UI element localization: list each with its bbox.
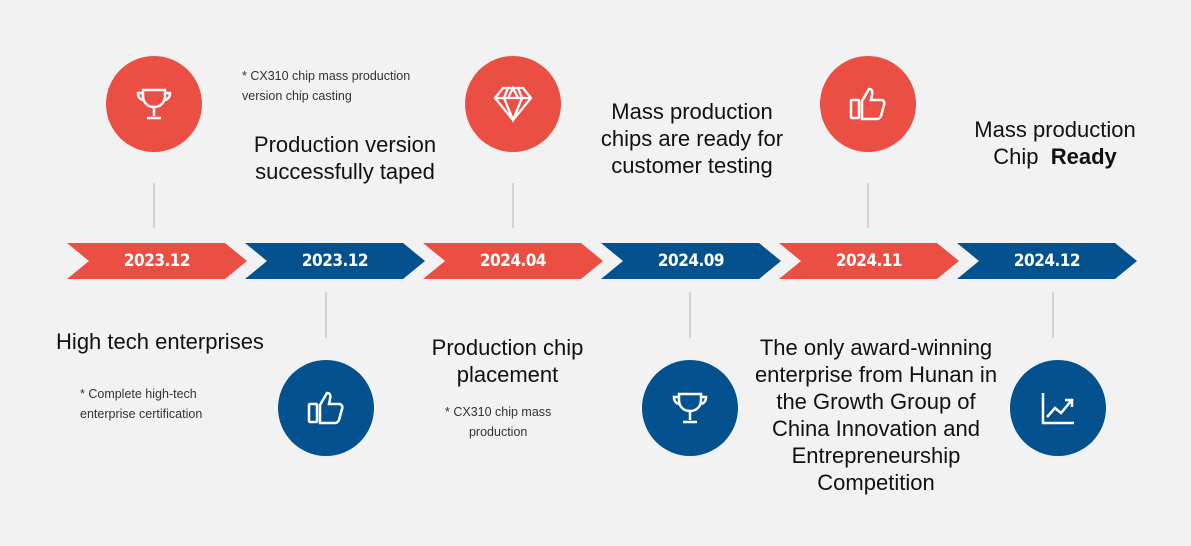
connector bbox=[325, 292, 327, 338]
timeline-date-4: 2024.09 bbox=[601, 243, 781, 279]
milestone-title: Production version successfully taped bbox=[253, 132, 437, 184]
milestone-note: * Complete high-tech enterprise certific… bbox=[80, 387, 203, 421]
timeline-date-6: 2024.12 bbox=[957, 243, 1137, 279]
trophy-icon bbox=[642, 360, 738, 456]
connector bbox=[153, 183, 155, 228]
connector bbox=[867, 183, 869, 228]
connector bbox=[689, 292, 691, 338]
connector bbox=[512, 183, 514, 228]
thumbs-up-icon bbox=[820, 56, 916, 152]
title-bold: Ready bbox=[1050, 144, 1117, 169]
timeline-date-5: 2024.11 bbox=[779, 243, 959, 279]
milestone-title: The only award-winning enterprise from H… bbox=[754, 335, 998, 495]
trophy-icon bbox=[106, 56, 202, 152]
milestone-title: Mass production Chip Ready bbox=[960, 116, 1150, 170]
timeline-date-1: 2023.12 bbox=[67, 243, 247, 279]
timeline-date-2: 2023.12 bbox=[245, 243, 425, 279]
chart-up-icon bbox=[1010, 360, 1106, 456]
milestone-note: * CX310 chip mass production version chi… bbox=[242, 69, 411, 103]
milestone-title: Mass production chips are ready for cust… bbox=[600, 99, 784, 178]
milestone-note: * CX310 chip mass production bbox=[445, 405, 552, 439]
timeline-date-3: 2024.04 bbox=[423, 243, 603, 279]
diamond-icon bbox=[465, 56, 561, 152]
milestone-title: Production chip placement bbox=[431, 335, 584, 387]
title-text: Mass production Chip bbox=[974, 117, 1136, 169]
milestone-title: High tech enterprises bbox=[56, 329, 264, 354]
connector bbox=[1052, 292, 1054, 338]
thumbs-up-icon bbox=[278, 360, 374, 456]
